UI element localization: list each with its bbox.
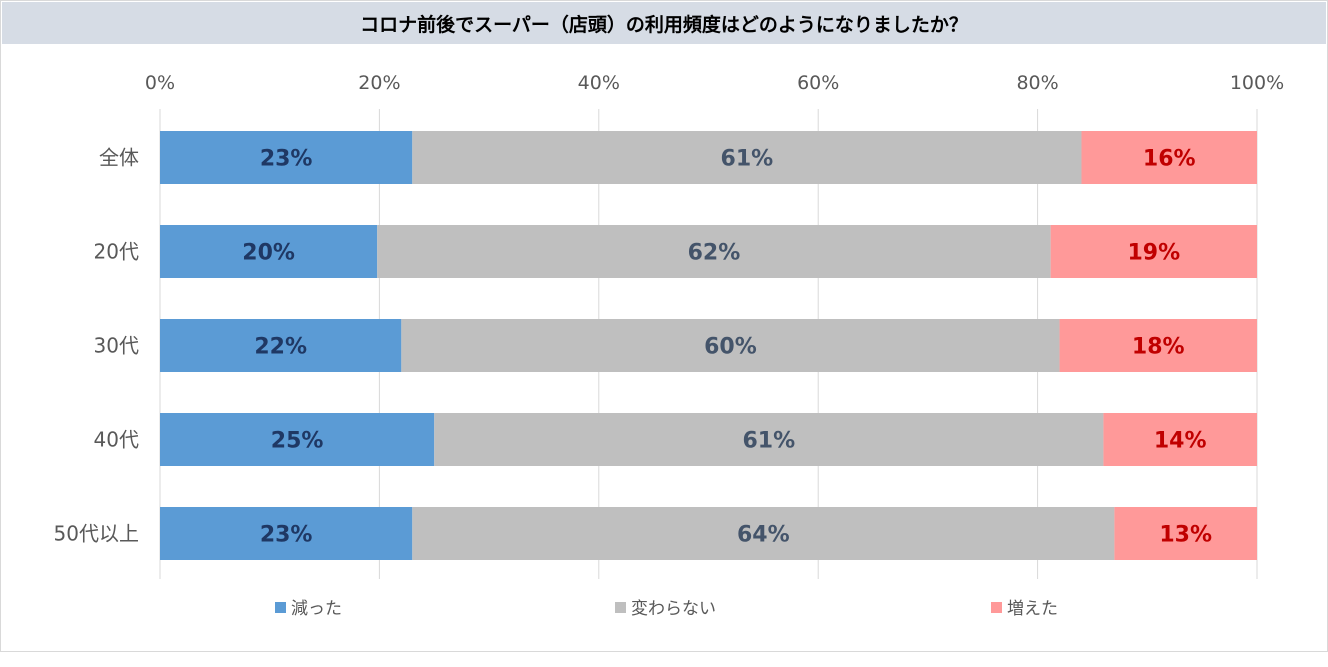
category-label: 30代 [94,334,139,358]
legend-swatch [991,602,1002,613]
category-label: 20代 [94,240,139,264]
category-label: 50代以上 [54,522,139,546]
chart-frame: コロナ前後でスーパー（店頭）の利用頻度はどのようになりましたか？ 0% 20% 40… [0,0,1328,652]
bar-segment [1114,507,1257,560]
data-label: 61% [742,429,795,454]
data-label: 62% [688,241,741,266]
x-tick-label: 80% [1016,72,1058,94]
bar-segment [1059,319,1257,372]
chart-plot: 0% 20% 40% 60% 80% 100% 全体 23% 61% 16% 20代 20% 62% 19… [54,72,1285,619]
data-label: 23% [260,523,313,548]
x-tick-label: 100% [1230,72,1284,94]
data-label: 23% [260,147,313,172]
data-label: 16% [1143,147,1196,172]
x-tick-label: 40% [578,72,620,94]
legend-swatch [615,602,626,613]
data-label: 13% [1159,523,1212,548]
legend-label: 変わらない [631,599,716,619]
bar-segment [401,319,1060,372]
data-label: 22% [254,335,307,360]
bar-segment [412,507,1115,560]
x-tick-label: 20% [358,72,400,94]
legend-swatch [275,602,286,613]
x-tick-label: 0% [145,72,175,94]
bar-segment [412,131,1082,184]
bar-segment [377,225,1051,278]
data-label: 64% [737,523,790,548]
bar-segment [1081,131,1257,184]
data-label: 60% [704,335,757,360]
data-label: 18% [1132,335,1185,360]
data-label: 61% [721,147,774,172]
bar-segment [160,319,402,372]
data-label: 19% [1127,241,1180,266]
legend-label: 増えた [1007,599,1058,619]
chart-title: コロナ前後でスーパー（店頭）の利用頻度はどのようになりましたか？ [2,2,1326,44]
bar-segment [160,131,413,184]
bar-segment [434,413,1104,466]
category-label: 40代 [94,428,139,452]
data-label: 14% [1154,429,1207,454]
bar-segment [160,225,378,278]
x-tick-label: 60% [797,72,839,94]
bar-segment [1103,413,1257,466]
bar-segment [1050,225,1257,278]
data-label: 25% [271,429,324,454]
category-label: 全体 [99,146,139,170]
bar-segment [160,507,413,560]
legend-label: 減った [291,599,342,619]
bar-segment [160,413,435,466]
data-label: 20% [242,241,295,266]
